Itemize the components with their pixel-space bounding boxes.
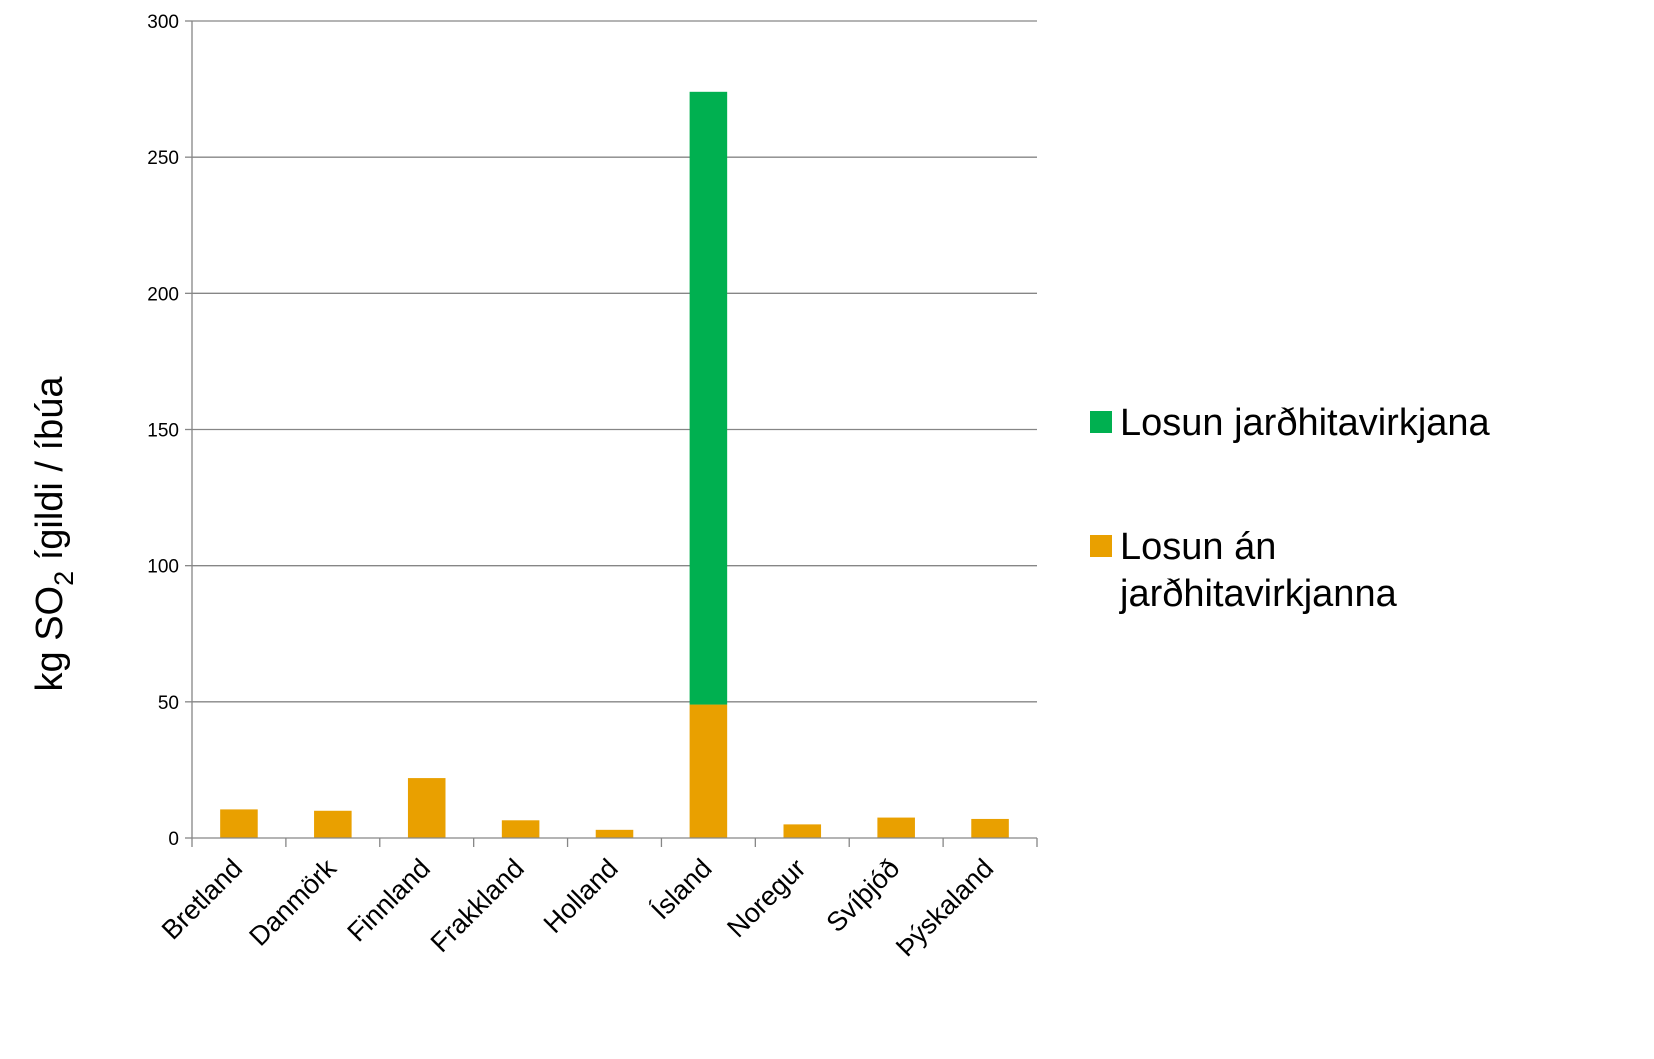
bar-segment xyxy=(877,817,915,838)
y-tick-label: 300 xyxy=(147,12,179,33)
y-tick-label: 50 xyxy=(158,693,179,714)
y-tick-labels: 0 50 100 150 200 250 300 xyxy=(147,12,179,850)
x-tick-label: Holland xyxy=(538,853,624,939)
bar-segment xyxy=(407,778,446,838)
y-tick-label: 0 xyxy=(168,829,179,850)
bar-segment xyxy=(595,829,634,838)
legend-label: Losun án jarðhitavirkjanna xyxy=(1119,526,1398,615)
y-tick-label: 200 xyxy=(147,284,179,305)
legend: Losun jarðhitavirkjana Losun án jarðhitavi… xyxy=(1090,402,1491,615)
x-tick-label: Finnland xyxy=(342,853,436,947)
gridlines xyxy=(192,20,1037,703)
y-tick-label: 250 xyxy=(147,148,179,169)
axes xyxy=(185,20,1038,847)
legend-label: Losun jarðhitavirkjana xyxy=(1120,402,1491,444)
bar-segment xyxy=(689,91,728,705)
x-tick-label: Frakkland xyxy=(425,853,530,958)
y-tick-label: 100 xyxy=(147,557,179,578)
bars xyxy=(220,91,1009,838)
bar-segment xyxy=(314,810,352,838)
bar-segment xyxy=(220,809,258,838)
x-tick-label: Svíþjóð xyxy=(821,853,906,938)
y-axis-label: kg SO2 ígildi / íbúa xyxy=(29,376,79,692)
x-tick-label: Ísland xyxy=(645,853,717,925)
bar-segment xyxy=(501,820,540,838)
legend-swatch xyxy=(1090,535,1112,557)
x-tick-label: Noregur xyxy=(721,853,811,943)
bar-segment xyxy=(971,818,1009,838)
bar-segment xyxy=(689,704,728,838)
y-tick-label: 150 xyxy=(147,421,179,442)
bar-segment xyxy=(783,824,822,838)
x-tick-label: Þýskaland xyxy=(890,853,999,962)
x-tick-label: Bretland xyxy=(156,853,248,945)
x-tick-label: Danmörk xyxy=(243,853,342,952)
legend-swatch xyxy=(1090,411,1112,433)
